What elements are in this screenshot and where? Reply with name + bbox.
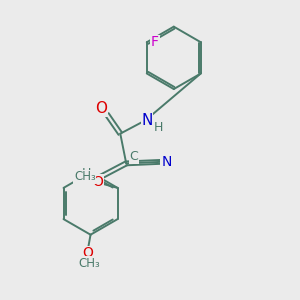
Text: N: N: [161, 155, 172, 169]
Text: O: O: [92, 175, 103, 189]
Text: F: F: [151, 35, 159, 49]
Text: O: O: [96, 101, 108, 116]
Text: N: N: [141, 113, 153, 128]
Text: O: O: [83, 246, 94, 260]
Text: H: H: [154, 121, 164, 134]
Text: C: C: [129, 150, 138, 163]
Text: CH₃: CH₃: [78, 257, 100, 270]
Text: H: H: [82, 167, 92, 180]
Text: CH₃: CH₃: [74, 170, 96, 183]
